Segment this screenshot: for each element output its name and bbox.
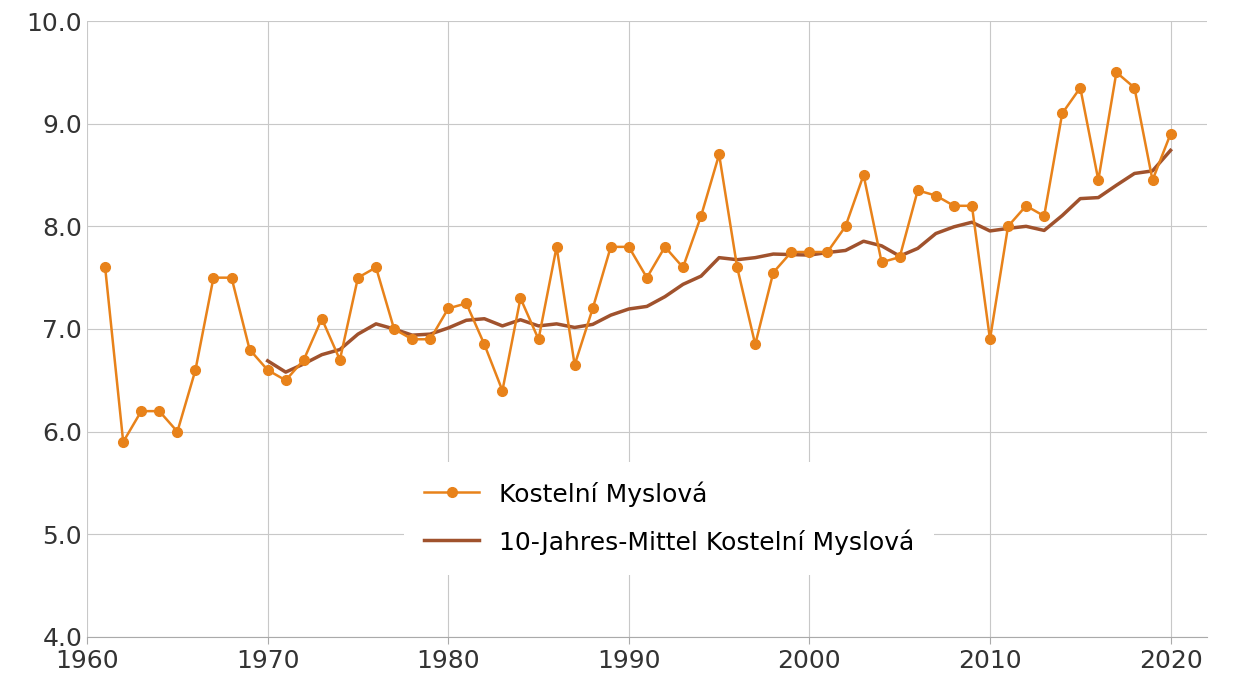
10-Jahres-Mittel Kostelní Myslová [260,356,275,365]
Kostelní Myslová [784,248,799,256]
Kostelní Myslová [1163,130,1178,138]
10-Jahres-Mittel Kostelní Myslová [928,230,943,238]
Kostelní Myslová [116,438,131,446]
Kostelní Myslová [476,340,491,349]
10-Jahres-Mittel Kostelní Myslová [567,323,582,332]
10-Jahres-Mittel Kostelní Myslová [1163,146,1178,155]
Line: 10-Jahres-Mittel Kostelní Myslová: 10-Jahres-Mittel Kostelní Myslová [267,150,1171,372]
Kostelní Myslová [459,299,474,307]
Kostelní Myslová [98,263,113,272]
10-Jahres-Mittel Kostelní Myslová [476,314,491,323]
Kostelní Myslová [387,325,402,333]
10-Jahres-Mittel Kostelní Myslová [279,368,294,377]
Kostelní Myslová [296,356,311,364]
Kostelní Myslová [423,335,438,344]
Legend: Kostelní Myslová, 10-Jahres-Mittel Kostelní Myslová: Kostelní Myslová, 10-Jahres-Mittel Koste… [404,462,934,575]
10-Jahres-Mittel Kostelní Myslová [549,320,564,328]
Line: Kostelní Myslová: Kostelní Myslová [101,67,1176,447]
10-Jahres-Mittel Kostelní Myslová [875,241,889,250]
Kostelní Myslová [1108,68,1123,76]
10-Jahres-Mittel Kostelní Myslová [1144,167,1159,175]
